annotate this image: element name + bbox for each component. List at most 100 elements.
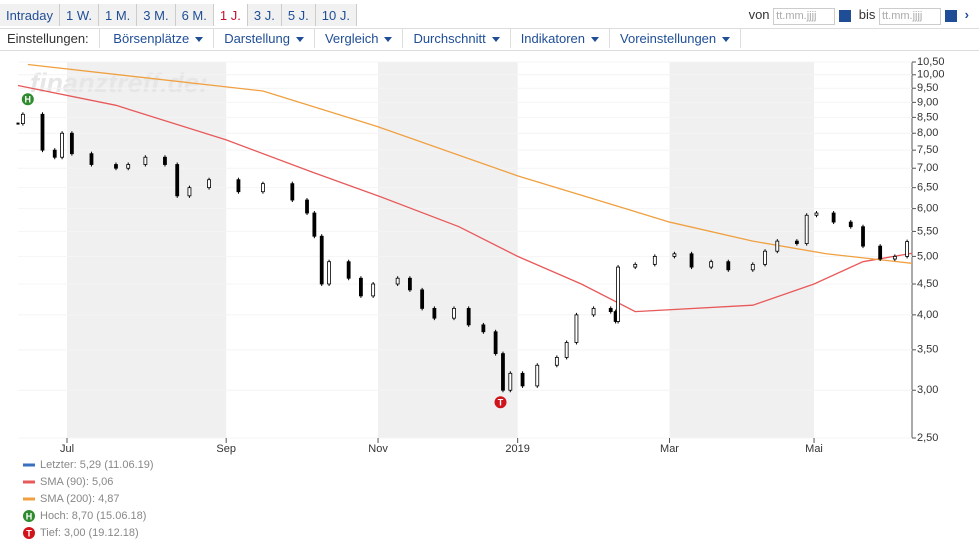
x-tick-label: 2019 (505, 443, 529, 455)
candle (312, 212, 317, 237)
x-tick-label: Sep (216, 443, 236, 455)
candle (804, 214, 809, 245)
candle (305, 199, 309, 214)
candle (892, 255, 897, 260)
legend-label: SMA (200): 4,87 (40, 493, 120, 505)
candle (814, 212, 819, 216)
period-tab[interactable]: 1 M. (99, 4, 138, 26)
y-tick-label: 5,50 (917, 225, 938, 237)
candle (432, 307, 437, 319)
candle (633, 263, 638, 268)
legend-label: SMA (90): 5,06 (40, 476, 113, 488)
y-tick-label: 7,00 (917, 162, 938, 174)
candle (261, 183, 265, 193)
month-band (669, 62, 815, 438)
month-band (66, 62, 227, 438)
menu-dropdown[interactable]: Voreinstellungen (610, 28, 742, 48)
menu-dropdown[interactable]: Vergleich (315, 28, 404, 48)
menu-dropdown[interactable]: Indikatoren (511, 28, 611, 48)
extreme-marker (494, 396, 507, 409)
y-tick-label: 9,00 (917, 96, 938, 108)
calendar-icon[interactable] (839, 9, 852, 22)
to-label: bis (858, 7, 876, 22)
y-tick-label: 8,50 (917, 111, 938, 123)
candle (831, 212, 836, 223)
next-arrow[interactable]: › (964, 7, 969, 22)
candle (290, 183, 295, 201)
marker-letter: T (498, 398, 504, 408)
period-tab[interactable]: 1 W. (59, 4, 99, 26)
candle (359, 277, 363, 297)
candle (878, 245, 883, 260)
period-tab[interactable]: 6 M. (175, 4, 214, 26)
x-tick-label: Mar (660, 443, 679, 455)
candle (574, 314, 579, 343)
x-tick-label: Nov (368, 443, 388, 455)
menu-dropdown[interactable]: Börsenplätze (103, 28, 215, 48)
candle (564, 342, 569, 358)
candle (163, 156, 167, 165)
y-tick-label: 3,00 (917, 384, 938, 396)
candle (452, 307, 456, 319)
y-tick-label: 3,50 (917, 344, 938, 356)
legend-marker (23, 527, 35, 539)
candle (508, 372, 513, 391)
period-tab[interactable]: Intraday (0, 4, 60, 26)
settings-bar: Einstellungen: Börsenplätze Darstellung Ve… (0, 28, 979, 51)
candle (520, 372, 525, 387)
candle (60, 132, 64, 158)
candle (114, 164, 118, 169)
candle (493, 331, 498, 355)
period-tab[interactable]: 10 J. (315, 4, 357, 26)
period-tab[interactable]: 1 J. (213, 4, 248, 26)
month-band (378, 62, 518, 438)
to-input[interactable]: tt.mm.jjjj (879, 8, 942, 25)
y-tick-label: 10,50 (917, 56, 945, 68)
calendar-icon[interactable] (945, 9, 958, 22)
candle (501, 353, 505, 391)
y-tick-label: 6,50 (917, 182, 938, 194)
legend-label: Letzter: 5,29 (11.06.19) (40, 459, 154, 471)
candle (466, 307, 471, 326)
legend-marker-letter: T (26, 528, 32, 538)
period-bar: Intraday 1 W. 1 M. 3 M. 6 M. 1 J. 3 J. 5 J. 10 J… (0, 4, 979, 29)
from-label: von (748, 7, 770, 22)
menu-dropdown[interactable]: Durchschnitt (403, 28, 511, 48)
candle (126, 164, 131, 169)
y-tick-label: 2,50 (917, 432, 938, 444)
candle (89, 153, 94, 165)
candle (420, 289, 425, 309)
date-range: von tt.mm.jjjj bis tt.mm.jjjj › (749, 7, 969, 25)
menu-dropdown[interactable]: Darstellung (214, 28, 315, 48)
from-input[interactable]: tt.mm.jjjj (773, 8, 836, 25)
candle (407, 277, 412, 291)
period-tab[interactable]: 5 J. (281, 4, 316, 26)
candle (608, 307, 613, 313)
candle (143, 156, 148, 165)
candle (750, 263, 755, 271)
period-tab[interactable]: 3 J. (247, 4, 282, 26)
candle (554, 357, 559, 366)
candle (187, 187, 192, 197)
y-tick-label: 9,50 (917, 82, 938, 94)
candle (236, 179, 241, 193)
candle (616, 266, 620, 322)
sma-line (17, 84, 913, 313)
y-tick-label: 10,00 (917, 69, 945, 81)
candle (371, 283, 376, 297)
candle (848, 221, 853, 228)
candle (346, 261, 351, 279)
candle (591, 307, 596, 316)
candle (20, 113, 25, 125)
candle (395, 277, 400, 285)
period-tab[interactable]: 3 M. (137, 4, 176, 26)
candle (861, 226, 865, 247)
legend-label: Tief: 3,00 (19.12.18) (40, 527, 139, 539)
candle (689, 253, 694, 268)
candle (672, 253, 677, 257)
y-tick-label: 4,00 (917, 309, 938, 321)
x-tick-label: Jul (60, 443, 74, 455)
legend-label: Hoch: 8,70 (15.06.18) (40, 510, 146, 522)
